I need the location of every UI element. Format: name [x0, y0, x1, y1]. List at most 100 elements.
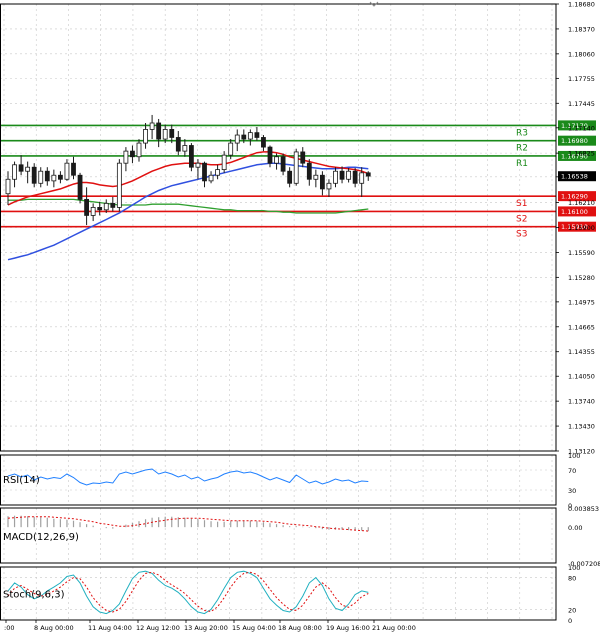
candle-body[interactable] [261, 137, 266, 148]
candle-body[interactable] [352, 170, 358, 184]
candle-body[interactable] [103, 202, 109, 211]
candle-body[interactable] [71, 162, 76, 176]
candle-body[interactable] [38, 170, 44, 184]
candle-body[interactable] [149, 122, 155, 130]
price-tick-label: 1.18060 [568, 50, 595, 58]
candle-body[interactable] [44, 170, 50, 182]
candle-body[interactable] [84, 198, 89, 216]
price-tick-label: 1.17755 [568, 75, 595, 83]
candle-body[interactable] [247, 132, 253, 140]
price-tick-label: 1.13120 [568, 448, 595, 456]
macd-tick-label: -0.007208 [568, 560, 600, 568]
candle-body[interactable] [77, 174, 83, 200]
candle-body[interactable] [359, 172, 365, 184]
candle-body[interactable] [254, 132, 260, 138]
macd-tick-label: 0.003853 [568, 505, 599, 513]
rsi-tick-label: 0 [568, 502, 572, 510]
level-name-s2: S2 [516, 214, 527, 224]
level-name-s3: S3 [516, 230, 527, 240]
candle-body[interactable] [208, 174, 214, 182]
candle-body[interactable] [12, 164, 17, 180]
price-tick-label: 1.18680 [568, 1, 595, 9]
candle-body[interactable] [267, 146, 273, 164]
candle-body[interactable] [162, 129, 168, 140]
candle-body[interactable] [90, 207, 96, 216]
pane-frame [0, 566, 557, 621]
candle-body[interactable] [221, 154, 227, 171]
candle-body[interactable] [188, 145, 194, 168]
candle-body[interactable] [346, 170, 352, 180]
collapse-chevron-icon[interactable] [369, 1, 379, 7]
candle-body[interactable] [365, 172, 371, 177]
candle-body[interactable] [136, 142, 142, 158]
level-name-r2: R2 [516, 144, 528, 154]
candle-body[interactable] [300, 151, 306, 164]
candle-body[interactable] [280, 156, 286, 172]
candle-body[interactable] [293, 151, 299, 184]
candle-body[interactable] [130, 150, 135, 158]
price-tick-label: 1.14050 [568, 373, 595, 381]
level-price-label: 1.17170 [561, 122, 588, 130]
time-tick-label: :00 [4, 624, 14, 632]
candle-body[interactable] [313, 174, 319, 180]
candle-body[interactable] [110, 202, 116, 208]
level-price-label-bg [558, 120, 596, 131]
time-tick-label: 12 Aug 12:00 [136, 624, 180, 632]
time-tick-label: 21 Aug 00:00 [372, 624, 416, 632]
candle-body[interactable] [143, 129, 148, 144]
price-tick-label: 1.14975 [568, 298, 595, 306]
candle-body[interactable] [228, 142, 234, 156]
candle-body[interactable] [51, 174, 57, 182]
rsi-tick-label: 100 [568, 452, 580, 460]
price-grid [0, 3, 556, 620]
candle-body[interactable] [182, 145, 188, 152]
candle-body[interactable] [123, 150, 129, 164]
candle-body[interactable] [274, 156, 279, 164]
candle-body[interactable] [31, 166, 37, 184]
level-name-r1: R1 [516, 159, 528, 169]
candle-body[interactable] [333, 170, 338, 184]
candle-body[interactable] [156, 122, 162, 140]
candle-body[interactable] [241, 134, 247, 140]
level-price-label: 1.15910 [561, 223, 588, 231]
stoch-pane[interactable]: Stoch(9,6,3) 100 80 20 0 [0, 564, 580, 625]
candle-body[interactable] [97, 207, 103, 211]
time-tick-label: 13 Aug 20:00 [184, 624, 228, 632]
candle-body[interactable] [169, 129, 175, 138]
candle-body[interactable] [64, 162, 70, 180]
level-name-r3: R3 [516, 128, 528, 138]
candle-body[interactable] [175, 137, 181, 152]
price-tick-label: 1.15590 [568, 249, 595, 257]
candle-body[interactable] [195, 162, 201, 168]
candle-body[interactable] [326, 182, 332, 190]
rsi-pane[interactable]: RSI(14) 100 70 30 0 [0, 452, 580, 510]
candle-body[interactable] [116, 162, 122, 208]
candle-body[interactable] [5, 178, 11, 195]
level-price-label: 1.16290 [561, 193, 588, 201]
stoch-tick-label: 20 [568, 606, 576, 614]
candle-body[interactable] [306, 162, 312, 180]
candle-body[interactable] [234, 134, 240, 144]
price-tick-label: 1.13430 [568, 423, 595, 431]
candle-body[interactable] [287, 170, 293, 184]
candle-body[interactable] [58, 174, 63, 180]
candle-body[interactable] [18, 164, 24, 172]
level-price-label-bg [558, 191, 596, 202]
time-tick-label: 8 Aug 00:00 [34, 624, 74, 632]
stoch-tick-label: 100 [568, 564, 580, 572]
candle-body[interactable] [215, 169, 221, 176]
time-tick-label: 11 Aug 04:00 [88, 624, 132, 632]
macd-signal-line [7, 516, 369, 532]
candle-body[interactable] [339, 170, 345, 180]
candle-body[interactable] [202, 162, 207, 182]
candlesticks[interactable] [5, 114, 371, 226]
level-price-label: 1.16790 [561, 152, 588, 160]
candle-body[interactable] [25, 166, 31, 172]
rsi-tick-label: 70 [568, 467, 576, 475]
candle-body[interactable] [319, 174, 325, 190]
ma-slow-line [8, 198, 369, 214]
macd-pane[interactable]: MACD(12,26,9) 0.003853 0.00 -0.007208 [3, 505, 600, 568]
level-price-label-bg [558, 135, 596, 146]
stoch-tick-label: 0 [568, 617, 572, 625]
